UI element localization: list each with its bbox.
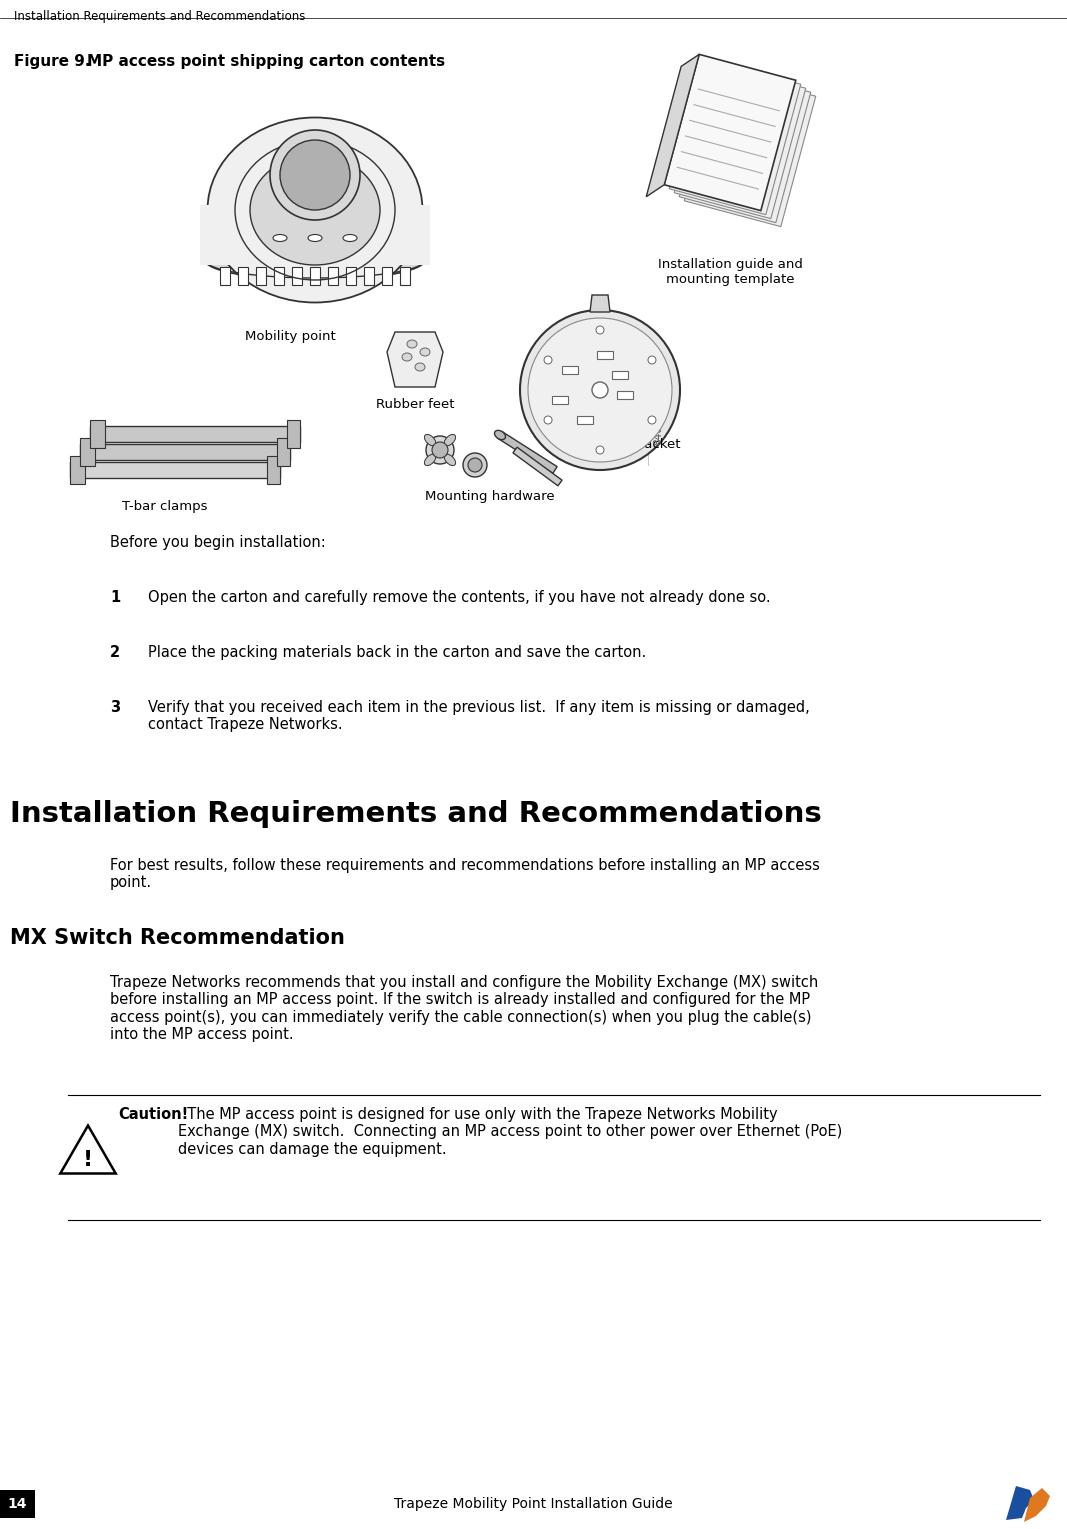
Text: Universal
mounting bracket: Universal mounting bracket <box>562 424 681 451</box>
Bar <box>612 372 628 379</box>
Bar <box>562 365 578 375</box>
Polygon shape <box>80 443 290 460</box>
Text: Verify that you received each item in the previous list.  If any item is missing: Verify that you received each item in th… <box>148 700 810 732</box>
Circle shape <box>432 442 448 459</box>
Bar <box>598 352 614 359</box>
Text: Place the packing materials back in the carton and save the carton.: Place the packing materials back in the … <box>148 645 647 661</box>
Ellipse shape <box>494 430 506 440</box>
Polygon shape <box>277 437 290 466</box>
Text: Installation Requirements and Recommendations: Installation Requirements and Recommenda… <box>14 11 305 23</box>
Polygon shape <box>61 1125 115 1173</box>
Polygon shape <box>90 420 105 448</box>
Polygon shape <box>590 295 610 312</box>
Polygon shape <box>70 456 85 485</box>
Bar <box>364 268 375 284</box>
Text: 840-9502-0001: 840-9502-0001 <box>653 365 663 445</box>
Bar <box>220 268 230 284</box>
Polygon shape <box>205 209 425 260</box>
Circle shape <box>468 459 482 472</box>
Polygon shape <box>267 456 280 485</box>
Circle shape <box>463 453 487 477</box>
Text: For best results, follow these requirements and recommendations before installin: For best results, follow these requireme… <box>110 858 819 890</box>
Text: Mobility point: Mobility point <box>244 330 335 342</box>
Polygon shape <box>387 332 443 387</box>
Circle shape <box>528 318 672 462</box>
Bar <box>256 268 266 284</box>
Ellipse shape <box>205 240 425 280</box>
Text: !: ! <box>83 1150 93 1170</box>
Ellipse shape <box>407 339 417 349</box>
Polygon shape <box>1006 1486 1034 1520</box>
Bar <box>310 268 320 284</box>
Bar <box>400 268 410 284</box>
Text: Installation guide and
mounting template: Installation guide and mounting template <box>657 258 802 286</box>
Polygon shape <box>498 431 557 474</box>
Ellipse shape <box>402 353 412 361</box>
Bar <box>200 205 430 265</box>
Ellipse shape <box>207 118 423 303</box>
Polygon shape <box>287 420 300 448</box>
Text: 2: 2 <box>110 645 121 661</box>
Bar <box>238 268 248 284</box>
Ellipse shape <box>308 234 322 242</box>
Bar <box>292 268 302 284</box>
Text: 14: 14 <box>7 1497 27 1511</box>
Circle shape <box>596 446 604 454</box>
Text: Before you begin installation:: Before you begin installation: <box>110 535 325 550</box>
Text: Figure 9.: Figure 9. <box>14 54 91 69</box>
Polygon shape <box>684 70 816 226</box>
Bar <box>274 268 284 284</box>
Polygon shape <box>674 63 806 219</box>
Text: Installation Requirements and Recommendations: Installation Requirements and Recommenda… <box>10 800 822 829</box>
Ellipse shape <box>343 234 357 242</box>
Polygon shape <box>513 446 562 486</box>
Ellipse shape <box>273 234 287 242</box>
Circle shape <box>280 141 350 209</box>
Ellipse shape <box>415 362 425 372</box>
Bar <box>577 416 593 424</box>
Text: T-bar clamps: T-bar clamps <box>123 500 208 514</box>
Bar <box>617 391 633 399</box>
Ellipse shape <box>425 454 435 466</box>
Text: Open the carton and carefully remove the contents, if you have not already done : Open the carton and carefully remove the… <box>148 590 770 605</box>
Bar <box>382 268 392 284</box>
Bar <box>346 268 356 284</box>
Circle shape <box>592 382 608 398</box>
Ellipse shape <box>425 434 435 446</box>
Circle shape <box>544 416 552 424</box>
Ellipse shape <box>420 349 430 356</box>
Circle shape <box>596 326 604 333</box>
Text: Rubber feet: Rubber feet <box>376 398 455 411</box>
Text: 3: 3 <box>110 700 121 716</box>
Text: Trapeze Mobility Point Installation Guide: Trapeze Mobility Point Installation Guid… <box>394 1497 672 1511</box>
Polygon shape <box>647 55 699 197</box>
Ellipse shape <box>444 434 456 446</box>
Text: Caution!: Caution! <box>118 1107 188 1122</box>
Circle shape <box>648 356 656 364</box>
Polygon shape <box>1024 1488 1050 1521</box>
Text: Trapeze Networks recommends that you install and configure the Mobility Exchange: Trapeze Networks recommends that you ins… <box>110 976 818 1043</box>
Circle shape <box>648 416 656 424</box>
Ellipse shape <box>444 454 456 466</box>
Polygon shape <box>70 462 280 479</box>
Polygon shape <box>665 55 796 211</box>
Circle shape <box>270 130 360 220</box>
Text: Mounting hardware: Mounting hardware <box>425 489 555 503</box>
Bar <box>552 396 568 404</box>
Polygon shape <box>80 437 95 466</box>
Text: 1: 1 <box>110 590 121 605</box>
Bar <box>328 268 338 284</box>
Ellipse shape <box>250 154 380 265</box>
Text: MP access point shipping carton contents: MP access point shipping carton contents <box>87 54 445 69</box>
Text: MX Switch Recommendation: MX Switch Recommendation <box>10 928 345 948</box>
Polygon shape <box>669 58 800 214</box>
Circle shape <box>544 356 552 364</box>
Circle shape <box>520 310 680 469</box>
Polygon shape <box>680 66 811 223</box>
Polygon shape <box>90 427 300 442</box>
Text: The MP access point is designed for use only with the Trapeze Networks Mobility
: The MP access point is designed for use … <box>178 1107 842 1157</box>
Bar <box>0 1489 35 1518</box>
Circle shape <box>426 436 453 463</box>
